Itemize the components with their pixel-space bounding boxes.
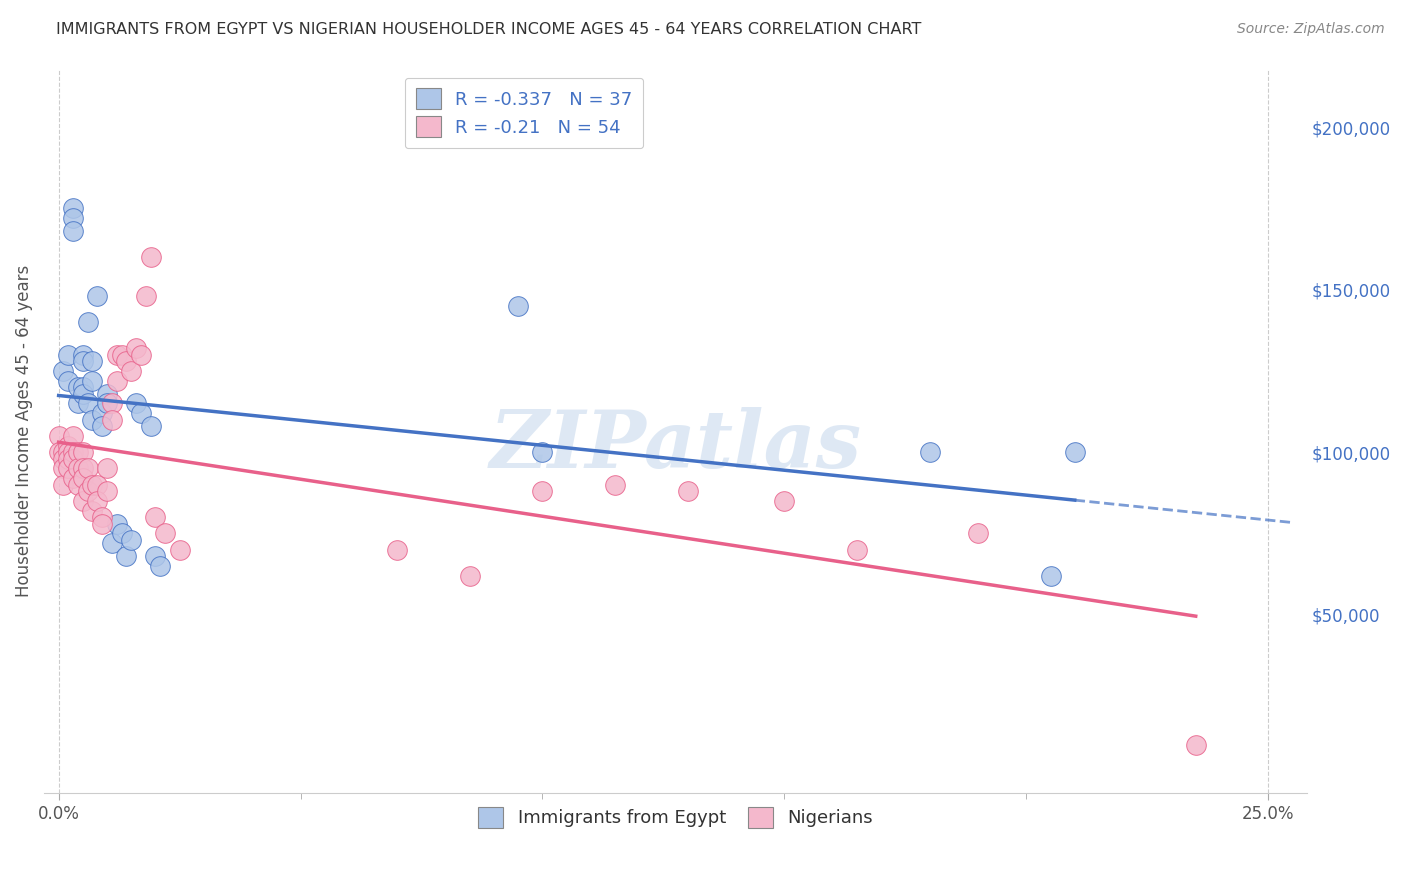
Point [86,493,108,508]
Point [76,484,98,499]
Y-axis label: Householder Income Ages 45 - 64 years: Householder Income Ages 45 - 64 years [15,265,32,597]
Point [58,374,80,388]
Point [58,445,80,459]
Point [58,451,80,466]
Point [62,471,84,485]
Point [66,461,89,475]
Point [125,341,148,355]
Point [918,445,941,459]
Point [82,503,104,517]
Point [105,347,128,361]
Point [72,493,94,508]
Point [62,451,84,466]
Point [120,364,142,378]
Text: ZIPatlas: ZIPatlas [489,407,862,484]
Text: IMMIGRANTS FROM EGYPT VS NIGERIAN HOUSEHOLDER INCOME AGES 45 - 64 YEARS CORRELAT: IMMIGRANTS FROM EGYPT VS NIGERIAN HOUSEH… [56,22,921,37]
Point [96,484,118,499]
Point [48,445,70,459]
Point [62,429,84,443]
Point [72,347,94,361]
Point [1039,568,1062,582]
Point [52,364,75,378]
Point [91,419,114,434]
Point [82,477,104,491]
Point [105,374,128,388]
Point [773,493,796,508]
Point [139,419,162,434]
Point [101,396,124,410]
Point [66,477,89,491]
Point [129,347,152,361]
Point [86,289,108,303]
Point [62,211,84,225]
Point [72,445,94,459]
Point [110,526,132,541]
Point [66,380,89,394]
Point [96,396,118,410]
Point [52,477,75,491]
Point [115,549,138,563]
Point [96,461,118,475]
Point [66,445,89,459]
Point [531,484,554,499]
Point [120,533,142,547]
Point [72,380,94,394]
Point [62,224,84,238]
Point [115,354,138,368]
Point [82,354,104,368]
Point [531,445,554,459]
Point [91,510,114,524]
Point [101,536,124,550]
Legend: Immigrants from Egypt, Nigerians: Immigrants from Egypt, Nigerians [471,800,880,835]
Point [458,568,481,582]
Point [91,516,114,531]
Point [135,289,157,303]
Point [676,484,699,499]
Point [72,386,94,401]
Point [58,461,80,475]
Point [1063,445,1085,459]
Point [101,412,124,426]
Point [149,558,172,573]
Point [153,526,176,541]
Point [58,347,80,361]
Point [72,354,94,368]
Point [62,445,84,459]
Point [1184,738,1206,752]
Point [48,429,70,443]
Point [129,406,152,420]
Point [72,461,94,475]
Point [86,477,108,491]
Point [52,445,75,459]
Point [76,461,98,475]
Point [76,315,98,329]
Point [508,299,530,313]
Point [52,451,75,466]
Point [52,461,75,475]
Point [145,549,167,563]
Point [846,542,869,557]
Text: Source: ZipAtlas.com: Source: ZipAtlas.com [1237,22,1385,37]
Point [110,347,132,361]
Point [72,471,94,485]
Point [96,386,118,401]
Point [169,542,191,557]
Point [145,510,167,524]
Point [967,526,990,541]
Point [82,374,104,388]
Point [76,396,98,410]
Point [603,477,626,491]
Point [387,542,409,557]
Point [58,439,80,453]
Point [62,202,84,216]
Point [105,516,128,531]
Point [82,412,104,426]
Point [125,396,148,410]
Point [66,396,89,410]
Point [139,250,162,264]
Point [91,406,114,420]
